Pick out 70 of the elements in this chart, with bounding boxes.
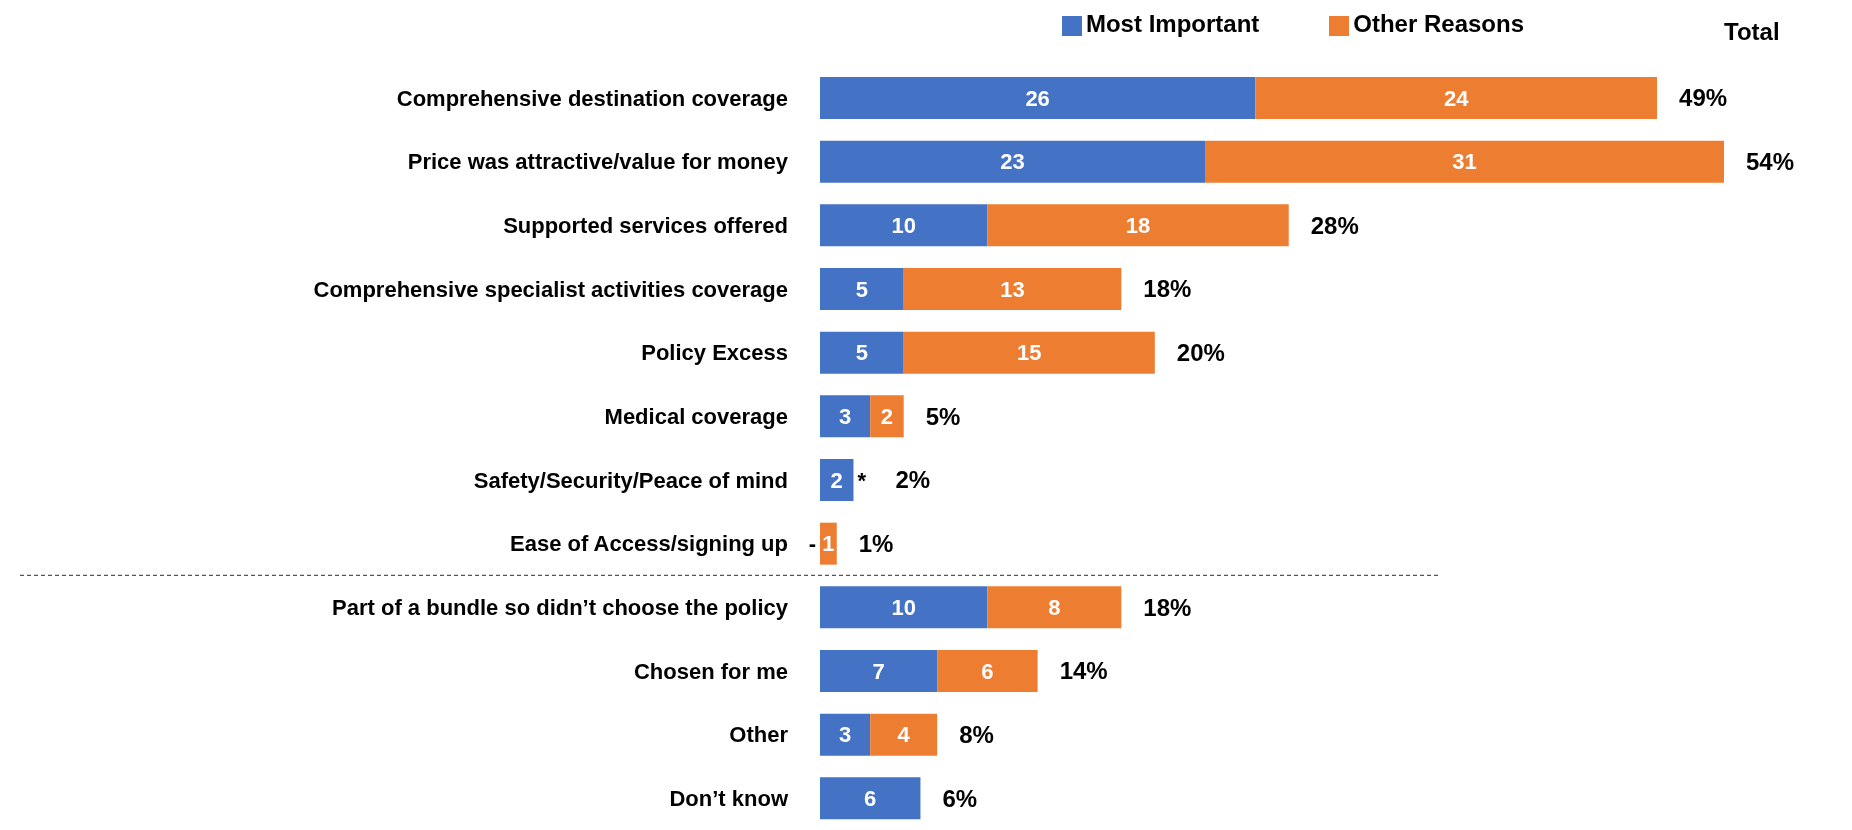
data-label: 3: [838, 722, 852, 748]
bar: [820, 331, 904, 374]
bar: [820, 777, 921, 820]
data-label: 10: [891, 213, 916, 239]
data-label: -: [808, 531, 816, 557]
bar: [870, 713, 938, 756]
data-label: 18: [1125, 213, 1151, 239]
data-label: 6: [864, 786, 877, 812]
bar: [987, 586, 1122, 629]
bar: [820, 459, 854, 501]
bar: [903, 268, 1122, 310]
y-tick-label: Comprehensive destination coverage: [396, 85, 788, 111]
total-label: 6%: [942, 784, 978, 812]
data-label: 10: [891, 595, 916, 621]
data-label: 6: [981, 658, 994, 684]
bar: [987, 204, 1289, 247]
data-label: 7: [872, 658, 885, 684]
legend-label: Most Important: [1085, 10, 1260, 37]
data-label: 2: [830, 467, 843, 493]
bar: [820, 586, 988, 629]
data-label: 13: [1000, 276, 1025, 302]
data-label: 26: [1025, 85, 1050, 111]
y-tick-label: Supported services offered: [503, 212, 788, 238]
total-label: 1%: [858, 530, 894, 558]
total-label: 18%: [1143, 275, 1192, 303]
data-label: 1: [822, 531, 835, 557]
data-label: 8: [1048, 595, 1061, 621]
y-tick-label: Policy Excess: [641, 340, 788, 366]
data-label: 24: [1443, 85, 1470, 111]
data-label: 5: [855, 340, 868, 366]
bar: [903, 331, 1155, 374]
data-label: *: [857, 467, 867, 493]
total-label: 18%: [1143, 593, 1192, 621]
bar: [820, 140, 1206, 183]
bar: [820, 650, 938, 692]
bar: [937, 650, 1038, 692]
data-label: 23: [1000, 149, 1025, 175]
total-label: 2%: [895, 466, 931, 494]
y-tick-label: Chosen for me: [633, 658, 788, 684]
total-label: 54%: [1746, 148, 1795, 176]
y-tick-label: Ease of Access/signing up: [510, 531, 788, 557]
bar: [1205, 140, 1724, 183]
total-label: 14%: [1059, 657, 1108, 685]
bar: [1255, 77, 1658, 119]
total-label: 28%: [1310, 211, 1359, 239]
y-tick-label: Medical coverage: [604, 403, 788, 429]
bar: [820, 204, 988, 247]
y-tick-label: Comprehensive specialist activities coverage: [313, 276, 788, 302]
y-tick-label: Don’t know: [669, 785, 789, 811]
y-tick-label: Safety/Security/Peace of mind: [473, 467, 788, 493]
data-label: 31: [1452, 149, 1477, 175]
data-label: 5: [855, 276, 868, 302]
y-tick-label: Part of a bundle so didn’t choose the policy: [332, 594, 789, 620]
y-tick-label: Other: [729, 722, 789, 748]
total-label: 20%: [1176, 339, 1225, 367]
bar: [870, 395, 904, 438]
legend-label: Other Reasons: [1353, 10, 1525, 37]
bar: [820, 395, 871, 438]
text: Total: [1724, 18, 1780, 46]
data-label: 3: [838, 404, 852, 430]
bar: [820, 713, 871, 756]
data-label: 15: [1017, 340, 1042, 366]
total-label: 8%: [959, 721, 994, 749]
data-label: 4: [897, 722, 911, 748]
bar: [820, 77, 1256, 119]
bar: [820, 268, 904, 310]
y-tick-label: Price was attractive/value for money: [407, 149, 789, 175]
data-label: 2: [880, 404, 894, 430]
total-label: 49%: [1679, 84, 1728, 112]
total-label: 5%: [925, 402, 961, 430]
